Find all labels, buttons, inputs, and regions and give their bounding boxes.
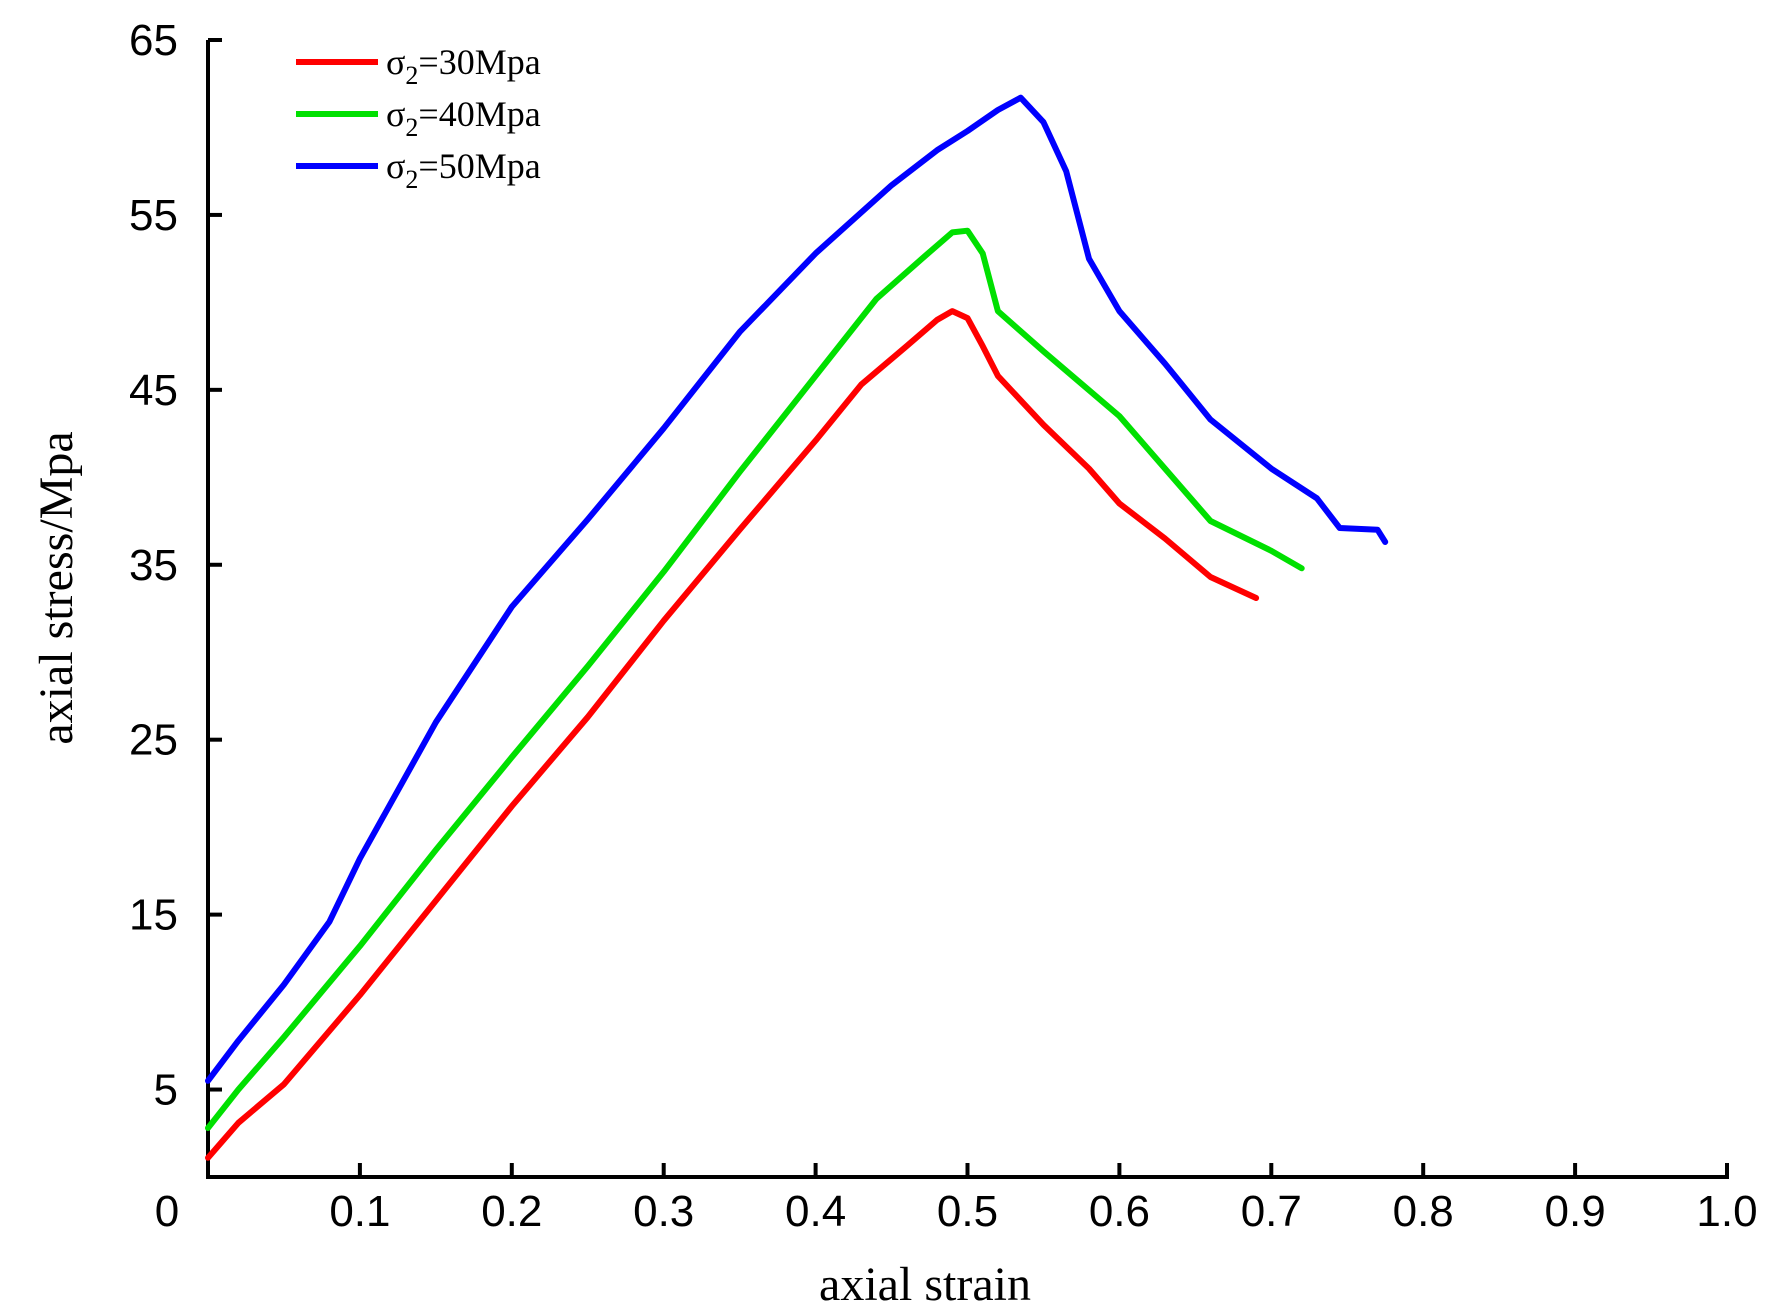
x-tick-label: 0.5: [937, 1187, 998, 1236]
y-tick-label: 45: [129, 366, 178, 415]
x-tick-label: 0.2: [481, 1187, 542, 1236]
x-tick-label: 0.8: [1393, 1187, 1454, 1236]
x-tick-label: 0.1: [329, 1187, 390, 1236]
x-tick-label: 0.4: [785, 1187, 846, 1236]
series-line-2: [205, 227, 1305, 1131]
legend-label-value: =30Mpa: [418, 42, 540, 82]
x-tick-label: 0: [155, 1187, 179, 1236]
y-tick-label: 55: [129, 191, 178, 240]
x-tick-label: 0.3: [633, 1187, 694, 1236]
x-axis-title: axial strain: [819, 1258, 1031, 1309]
x-ticks: 0 0.1 0.2 0.3 0.4 0.5 0.6 0.7 0.8 0.9 1.0: [155, 1163, 1758, 1236]
series-line-3: [205, 94, 1389, 1084]
legend-label-2: σ2=40Mpa: [386, 94, 541, 142]
legend-label-subscript: 2: [405, 113, 418, 142]
legend-label-sigma: σ: [386, 42, 405, 82]
series-line-1: [205, 308, 1260, 1161]
x-tick-label: 0.6: [1089, 1187, 1150, 1236]
legend-label-value: =40Mpa: [418, 94, 540, 134]
x-tick-label: 0.9: [1545, 1187, 1606, 1236]
y-tick-label: 65: [129, 16, 178, 65]
y-tick-label: 35: [129, 541, 178, 590]
legend-label-value: =50Mpa: [418, 146, 540, 186]
y-tick-label: 15: [129, 891, 178, 940]
legend-label-3: σ2=50Mpa: [386, 146, 541, 194]
series-lines: [205, 94, 1389, 1161]
legend-label-sigma: σ: [386, 146, 405, 186]
x-tick-label: 1.0: [1696, 1187, 1757, 1236]
y-tick-label: 5: [154, 1066, 178, 1115]
legend-label-subscript: 2: [405, 61, 418, 90]
x-tick-label: 0.7: [1241, 1187, 1302, 1236]
legend-label-subscript: 2: [405, 165, 418, 194]
y-ticks: 5 15 25 35 45 55 65: [129, 16, 222, 1115]
y-axis-title: axial stress/Mpa: [30, 431, 83, 744]
y-tick-label: 25: [129, 716, 178, 765]
legend-label-1: σ2=30Mpa: [386, 42, 541, 90]
legend-label-sigma: σ: [386, 94, 405, 134]
